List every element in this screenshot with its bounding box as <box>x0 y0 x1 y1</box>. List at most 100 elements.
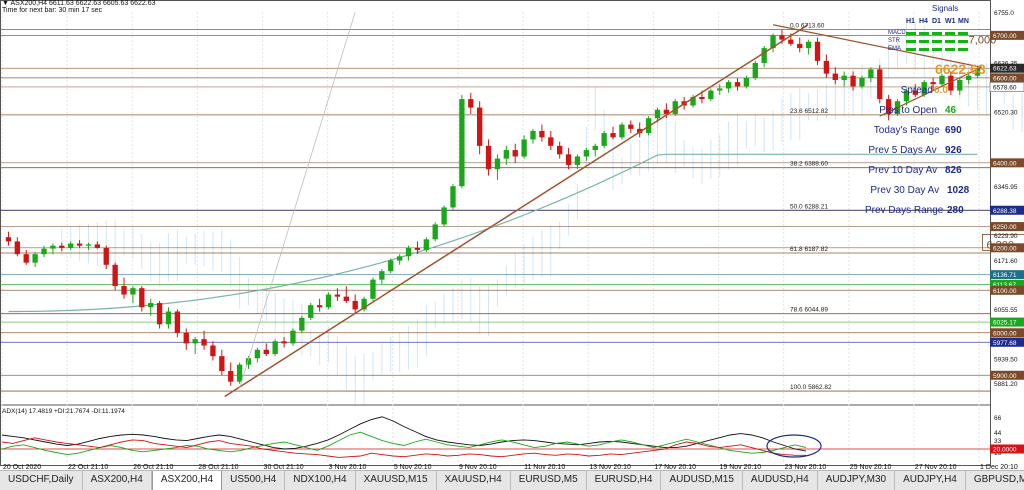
current-price-display: 6622.63 <box>935 61 986 77</box>
adx-title: ADX(14) 17.4819 +DI:21.7674 -DI:11.1974 <box>2 408 125 415</box>
candle-body <box>50 245 56 249</box>
chart-tab[interactable]: AUDJPY,M30 <box>818 471 896 490</box>
price-label-text: 6622.63 <box>993 66 1017 73</box>
candle-body <box>432 224 438 240</box>
adx-series-minusdi <box>1 437 806 458</box>
candle-body <box>903 90 910 102</box>
price-tick-label: 6229.90 <box>994 233 1018 240</box>
stat-value: 926 <box>945 145 962 156</box>
signal-indicator <box>906 32 916 35</box>
chart-frame <box>0 0 991 466</box>
adx-highlight-ellipse <box>766 434 822 458</box>
candle-body <box>539 130 545 138</box>
candle-body <box>245 358 252 365</box>
candle-body <box>654 109 661 119</box>
price-label-box <box>990 317 1024 327</box>
chart-tab[interactable]: US500,H4 <box>222 471 286 490</box>
candle-body <box>370 279 376 299</box>
signal-timeframe: W1 <box>945 18 956 25</box>
candle-body <box>663 109 670 114</box>
candle-body <box>14 241 21 255</box>
candle-body <box>637 128 643 134</box>
time-axis: 20 Oct 2020 22 Oct 21:10 26 Oct 21:10 28 Oc… <box>3 464 1018 470</box>
candle-body <box>379 271 385 280</box>
price-tick-label: 5881.20 <box>994 381 1018 388</box>
candle-body <box>877 69 883 100</box>
price-label-box <box>990 73 1024 83</box>
chart-tab[interactable]: AUDUSD,M15 <box>661 471 743 490</box>
chart-tab[interactable]: XAUUSD,M15 <box>356 471 437 490</box>
chart-tab[interactable]: XAUUSD,H4 <box>437 471 511 490</box>
chart-tab[interactable]: AUDUSD,H4 <box>743 471 818 490</box>
candle-body <box>174 311 181 333</box>
candle-body <box>859 77 865 87</box>
chart-tab[interactable]: ASX200,H4 <box>151 471 223 490</box>
candle-body <box>343 296 349 301</box>
price-label-box <box>990 63 1024 73</box>
price-tick-label: 6345.95 <box>994 184 1018 191</box>
adx-tick-label: 33 <box>994 438 1002 445</box>
price-tick-label: 6055.55 <box>994 307 1018 314</box>
candle-body <box>388 260 394 272</box>
candle-body <box>468 99 474 108</box>
trendlines <box>224 11 982 398</box>
chart-annotation: 7,000 <box>969 35 997 47</box>
ema-line <box>8 153 978 313</box>
time-tick-label: 23 Nov 20:10 <box>785 464 827 470</box>
chart-tab[interactable]: USDCHF,Daily <box>0 471 83 490</box>
signal-indicator <box>958 48 968 51</box>
fib-level-label: 0.0 6713.60 <box>790 23 825 30</box>
price-label-box <box>990 270 1024 280</box>
chart-tab[interactable]: NDX100,H4 <box>285 471 356 490</box>
candle-body <box>290 330 296 344</box>
stat-value: 690 <box>945 125 962 136</box>
signal-timeframe: H4 <box>919 18 928 25</box>
price-label-box <box>990 285 1024 295</box>
adx-level-text: 20.0000 <box>993 447 1017 454</box>
candle-body <box>725 82 732 89</box>
price-grid <box>0 0 991 466</box>
time-tick-label: 19 Nov 20:10 <box>720 464 762 470</box>
signal-timeframe: D1 <box>932 18 941 25</box>
candle-body <box>316 305 323 308</box>
chart-tab[interactable]: AUDJPY,H4 <box>895 471 966 490</box>
rising-trendline <box>224 24 809 398</box>
fib-level-label: 100.0 5862.82 <box>790 384 832 391</box>
signal-indicator <box>919 40 929 43</box>
signal-indicator <box>958 40 968 43</box>
chart-tab[interactable]: EURUSD,M5 <box>511 471 587 490</box>
candle-body <box>752 62 758 78</box>
signal-row-label: EMA <box>888 46 902 52</box>
candle-body <box>965 75 972 80</box>
price-label-text: 6700.00 <box>993 33 1017 40</box>
candle-body <box>832 73 838 80</box>
candle-body <box>236 364 243 382</box>
candle-body <box>148 303 154 308</box>
chart-tab[interactable]: EURUSD,H4 <box>587 471 662 490</box>
candle-body <box>592 145 598 151</box>
triangle-lower-line <box>879 66 982 117</box>
candle-body <box>414 247 421 250</box>
time-tick-label: 20 Oct 2020 <box>3 464 41 470</box>
candle-body <box>254 349 261 359</box>
stat-value: 46 <box>945 105 957 116</box>
price-label-text: 6113.67 <box>993 282 1016 289</box>
candle-body <box>263 349 269 355</box>
price-label-box <box>990 205 1024 215</box>
stat-label: Prev 10 Day Av <box>868 165 938 176</box>
candle-body <box>957 79 963 91</box>
candle-body <box>450 186 456 208</box>
candle-body <box>272 341 278 355</box>
chart-tab[interactable]: GBPUSD,M15 <box>966 471 1024 490</box>
price-label-text: 6000.00 <box>993 330 1017 337</box>
chart-tab[interactable]: ASX200,H4 <box>83 471 152 490</box>
fib-level-label: 23.6 6512.82 <box>790 108 828 115</box>
candle-body <box>939 75 945 85</box>
candle-body <box>921 82 927 95</box>
time-tick-label: 28 Oct 21:10 <box>198 464 238 470</box>
bar-timer: Time for next bar: 30 min 17 sec <box>2 7 103 14</box>
candle-body <box>521 139 527 157</box>
price-label-text: 6136.71 <box>993 272 1017 279</box>
price-label-text: 5977.68 <box>993 340 1017 347</box>
candle-body <box>396 256 403 261</box>
